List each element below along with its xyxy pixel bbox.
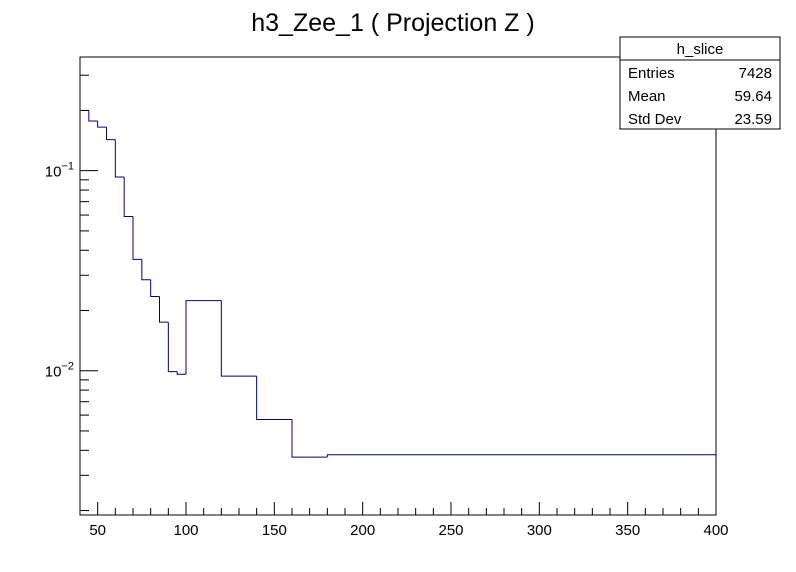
y-tick-label: 10−1 [45, 161, 74, 181]
stats-stddev-value: 23.59 [734, 111, 772, 128]
y-tick-label: 10−2 [45, 361, 74, 381]
histogram-bin [159, 296, 169, 323]
y-tick-label-exponent: −2 [61, 361, 74, 373]
y-tick-label-base: 10 [45, 164, 62, 181]
y-axis: 10−110−2 [45, 74, 98, 512]
stats-box: h_slice Entries 7428 Mean 59.64 Std Dev … [619, 36, 781, 130]
x-tick-label: 100 [173, 522, 198, 539]
stats-box-title: h_slice [677, 41, 724, 58]
stats-box-frame [619, 36, 781, 130]
histogram-bin [150, 279, 160, 297]
x-tick-label: 150 [262, 522, 287, 539]
histogram-bin [256, 376, 292, 421]
x-tick-label: 400 [703, 522, 728, 539]
y-tick-label-base: 10 [45, 364, 62, 381]
histogram-bin [114, 139, 125, 178]
histogram-bin [123, 176, 133, 218]
histogram-bin [220, 300, 257, 377]
histogram-bin [185, 300, 222, 375]
stats-entries-value: 7428 [739, 65, 772, 82]
x-tick-label: 200 [350, 522, 375, 539]
x-tick-label: 300 [527, 522, 552, 539]
x-axis: 50 100 150 200 250 300 350 400 [79, 502, 729, 539]
histogram-bin [141, 259, 151, 281]
histogram-bin [176, 371, 186, 375]
y-tick-label-exponent: −1 [61, 161, 74, 173]
histogram-marks [80, 109, 716, 458]
stats-stddev-label: Std Dev [628, 111, 682, 128]
x-tick-label: 50 [89, 522, 106, 539]
histogram-bin [326, 454, 716, 458]
histogram-bin [132, 216, 142, 260]
stats-mean-label: Mean [628, 88, 666, 105]
histogram-bin [88, 110, 98, 122]
histogram-bin [167, 322, 178, 373]
histogram-bin [291, 419, 328, 458]
histogram-bin [97, 121, 107, 128]
x-tick-label: 250 [438, 522, 463, 539]
histogram-bin [106, 127, 116, 141]
stats-entries-label: Entries [628, 65, 675, 82]
x-tick-label: 350 [615, 522, 640, 539]
chart-title: h3_Zee_1 ( Projection Z ) [251, 9, 534, 37]
stats-mean-value: 59.64 [734, 88, 772, 105]
